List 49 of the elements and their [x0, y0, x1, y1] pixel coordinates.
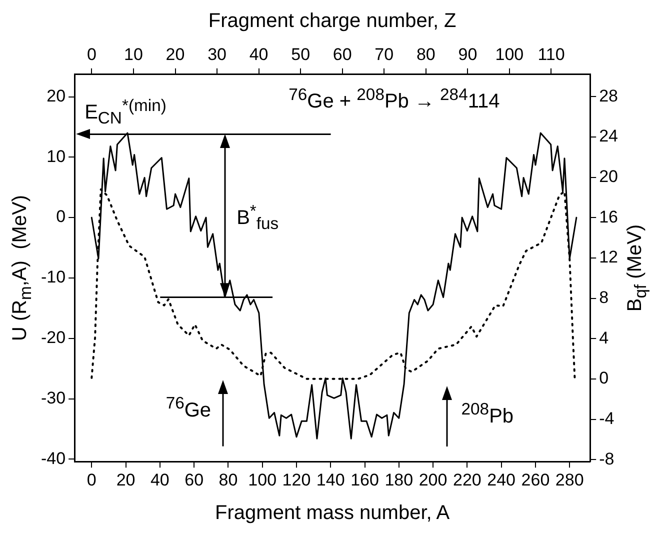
y-tick-label: 10	[46, 146, 66, 166]
x-tick-label: 0	[86, 470, 96, 490]
x-tick-label: 40	[150, 470, 170, 490]
x-tick-label: 140	[316, 470, 345, 490]
x-tick-label: 80	[218, 470, 238, 490]
y2-tick-label: 0	[599, 368, 609, 388]
x2-tick-label: 90	[458, 44, 478, 64]
y-tick-label: -20	[40, 328, 66, 348]
x-tick-label: 280	[555, 470, 584, 490]
y2-tick-label: 16	[599, 207, 618, 226]
y2-tick-label: 20	[599, 166, 618, 186]
x2-tick-label: 30	[208, 44, 226, 64]
x2-tick-label: 100	[495, 44, 524, 64]
x2-tick-label: 110	[538, 44, 565, 64]
x-tick-label: 260	[521, 470, 550, 490]
x-tick-label: 20	[116, 470, 136, 490]
x-tick-label: 180	[384, 470, 414, 490]
y-tick-label: -10	[40, 268, 66, 287]
x-tick-label: 60	[184, 470, 204, 490]
annotation: $^{76}$Ge + $^{208}$Pb → $^{284}$114	[288, 85, 500, 113]
x2-tick-label: 80	[416, 44, 436, 64]
y-tick-label: -30	[40, 388, 66, 408]
x2-tick-label: 60	[332, 44, 352, 64]
x-tick-label: 200	[418, 470, 448, 490]
y-tick-label: 20	[46, 86, 66, 106]
y-tick-label: -40	[40, 448, 66, 468]
x2-axis-title: Fragment charge number, Z	[208, 10, 456, 32]
x2-tick-label: 0	[86, 44, 96, 64]
y2-tick-label: -4	[599, 408, 614, 428]
annotation: $^{76}$Ge	[166, 394, 212, 422]
x-tick-label: 160	[350, 470, 379, 490]
y2-tick-label: 8	[599, 288, 609, 307]
x2-tick-label: 50	[291, 44, 310, 64]
y2-tick-label: 12	[599, 248, 618, 267]
annotation: $^{208}$Pb	[461, 400, 514, 428]
x-tick-label: 100	[248, 470, 277, 490]
y2-tick-label: -8	[599, 449, 614, 468]
x2-tick-label: 10	[124, 44, 143, 64]
x2-tick-label: 40	[249, 44, 268, 64]
x-axis-title: Fragment mass number, A	[215, 502, 450, 524]
y-tick-label: 0	[56, 207, 66, 226]
y2-tick-label: 24	[599, 126, 618, 146]
x2-tick-label: 20	[166, 44, 185, 64]
y2-tick-label: 28	[599, 86, 618, 106]
y2-tick-label: 4	[599, 328, 609, 348]
x-tick-label: 120	[282, 470, 311, 490]
x-tick-label: 220	[453, 470, 482, 490]
x2-tick-label: 70	[374, 44, 394, 64]
x-tick-label: 240	[487, 470, 516, 490]
